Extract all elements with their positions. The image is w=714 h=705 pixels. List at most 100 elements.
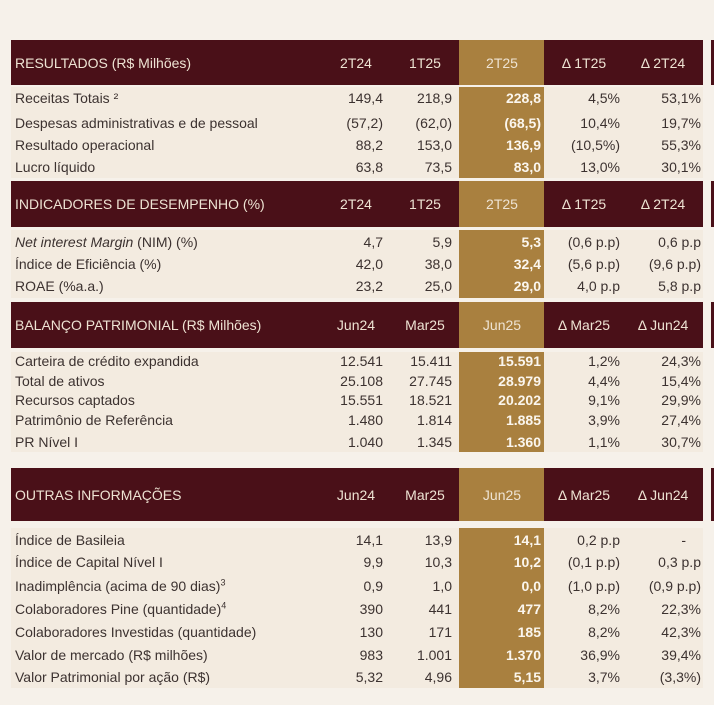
row-label-text: Recursos captados [15, 391, 135, 408]
cell-value: 171 [428, 623, 452, 640]
cell-value: 39,4% [661, 646, 701, 663]
cell-value: 5,32 [355, 668, 383, 685]
cell-value: 88,2 [355, 136, 383, 153]
cell-value: (57,2) [346, 114, 383, 131]
highlight-value: 1.370 [505, 646, 541, 663]
highlight-column-band [459, 87, 544, 178]
section-header: BALANÇO PATRIMONIAL (R$ Milhões) Jun24 Mar… [11, 302, 703, 348]
highlight-value: 1.885 [505, 411, 541, 428]
row-label: Colaboradores Pine (quantidade)4 [15, 599, 226, 620]
cell-value: 29,9% [661, 391, 701, 408]
cell-value: 38,0 [424, 255, 452, 272]
cell-value: 10,3 [424, 553, 452, 570]
highlight-value: 20.202 [498, 391, 541, 408]
header-edge-divider [711, 468, 714, 521]
row-label-text: Resultado operacional [15, 136, 155, 153]
column-header: 1T25 [409, 54, 441, 71]
cell-value: 149,4 [347, 89, 383, 106]
highlight-column-band [459, 181, 544, 227]
cell-value: 1.040 [347, 433, 383, 450]
row-label-text: Índice de Eficiência (%) [15, 255, 162, 272]
highlight-value: 228,8 [505, 89, 541, 106]
section-body: Índice de Basileia 14,1 13,9 14,1 0,2 p.p - Ín… [11, 528, 703, 688]
row-label: ROAE (%a.a.) [15, 276, 104, 297]
row-label: Despesas administrativas e de pessoal [15, 113, 258, 134]
cell-value: 5,8 p.p [658, 277, 701, 294]
cell-value: 1,0 [432, 577, 452, 594]
table-row: Colaboradores Investidas (quantidade) 130… [11, 622, 703, 643]
footnote-marker: 4 [221, 599, 227, 610]
table-row: Colaboradores Pine (quantidade)4 390 441 47… [11, 599, 703, 620]
cell-value: 15.551 [340, 391, 383, 408]
table-row: Índice de Basileia 14,1 13,9 14,1 0,2 p.p - [11, 530, 703, 551]
column-header: Jun25 [482, 317, 522, 333]
cell-value: (0,9 p.p) [648, 577, 701, 594]
cell-value: 5,9 [432, 233, 452, 250]
highlight-value: 185 [517, 623, 541, 640]
highlight-column-band [459, 40, 544, 85]
cell-value: 30,7% [661, 433, 701, 450]
cell-value: 15.411 [410, 352, 452, 369]
cell-value: 25,0 [424, 277, 452, 294]
highlight-value: 29,0 [513, 277, 541, 294]
table-row: Índice de Capital Nível I 9,9 10,3 10,2 (0,1… [11, 552, 703, 573]
row-label-text: Inadimplência (acima de 90 dias) [15, 577, 221, 594]
cell-value: 8,2% [588, 623, 620, 640]
highlight-value: 136,9 [505, 136, 541, 153]
table-row: Lucro líquido 63,8 73,5 83,0 13,0% 30,1% [11, 157, 703, 178]
row-label: Índice de Capital Nível I [15, 552, 163, 573]
cell-value: (0,1 p.p) [567, 553, 620, 570]
column-header: Δ 1T25 [561, 54, 607, 71]
column-header: Jun24 [336, 486, 376, 503]
header-edge-divider [711, 181, 714, 227]
cell-value: 55,3% [661, 136, 701, 153]
column-header: Δ Mar25 [557, 486, 611, 503]
cell-value: 1,2% [588, 352, 620, 369]
highlight-column-band [459, 528, 544, 688]
section-header: RESULTADOS (R$ Milhões) 2T24 1T25 2T25 Δ 1T2… [11, 40, 703, 85]
column-header: Δ Jun24 [637, 317, 689, 333]
cell-value: 4,96 [424, 668, 452, 685]
column-header: Mar25 [405, 486, 445, 503]
row-label-text: Valor Patrimonial por ação (R$) [15, 668, 211, 685]
row-label-text: Índice de Basileia [15, 531, 125, 548]
cell-value: 63,8 [355, 158, 383, 175]
cell-value: 0,6 p.p [658, 233, 701, 250]
highlight-value: 0,0 [521, 577, 541, 594]
cell-value: 73,5 [424, 158, 452, 175]
column-header: Jun24 [336, 317, 376, 333]
table-row: Valor Patrimonial por ação (R$) 5,32 4,96 5… [11, 667, 703, 688]
table-row: Inadimplência (acima de 90 dias)3 0,9 1,0 0… [11, 576, 703, 597]
cell-value: 12.541 [340, 352, 383, 369]
row-label-text: Lucro líquido [15, 158, 96, 175]
column-header: 2T25 [486, 196, 518, 212]
cell-value: 218,9 [416, 89, 452, 106]
cell-value: 42,3% [661, 623, 701, 640]
highlight-value: 5,15 [513, 668, 541, 685]
cell-value: (1,0 p.p) [567, 577, 620, 594]
row-label: Índice de Eficiência (%) [15, 254, 161, 275]
table-row: Resultado operacional 88,2 153,0 136,9 (10,5… [11, 135, 703, 156]
cell-value: 9,1% [588, 391, 620, 408]
highlight-value: 10,2 [513, 553, 541, 570]
section-header: INDICADORES DE DESEMPENHO (%) 2T24 1T25 2T2… [11, 181, 703, 227]
column-header: Δ 2T24 [640, 54, 686, 71]
row-label-text: (NIM) (%) [133, 233, 198, 250]
cell-value: 4,7 [363, 233, 383, 250]
cell-value: 1,1% [588, 433, 620, 450]
cell-value: 0,9 [363, 577, 383, 594]
table-row: Índice de Eficiência (%) 42,0 38,0 32,4 (5,6… [11, 254, 703, 275]
row-label-text: PR Nível I [15, 433, 79, 450]
cell-value: 30,1% [661, 158, 701, 175]
row-label-text: Índice de Capital Nível I [15, 553, 163, 570]
cell-value: (0,6 p.p) [567, 233, 620, 250]
highlight-value: 28.979 [498, 372, 541, 389]
section-body: Carteira de crédito expandida 12.541 15.41… [11, 352, 703, 452]
cell-value: 4,4% [588, 372, 620, 389]
highlight-value: 83,0 [513, 158, 541, 175]
highlight-value: 5,3 [521, 233, 541, 250]
column-header: Δ 1T25 [561, 196, 607, 212]
cell-value: 13,9 [424, 531, 452, 548]
table-row: ROAE (%a.a.) 23,2 25,0 29,0 4,0 p.p 5,8 p.p [11, 276, 703, 297]
cell-value: 27,4% [661, 411, 701, 428]
